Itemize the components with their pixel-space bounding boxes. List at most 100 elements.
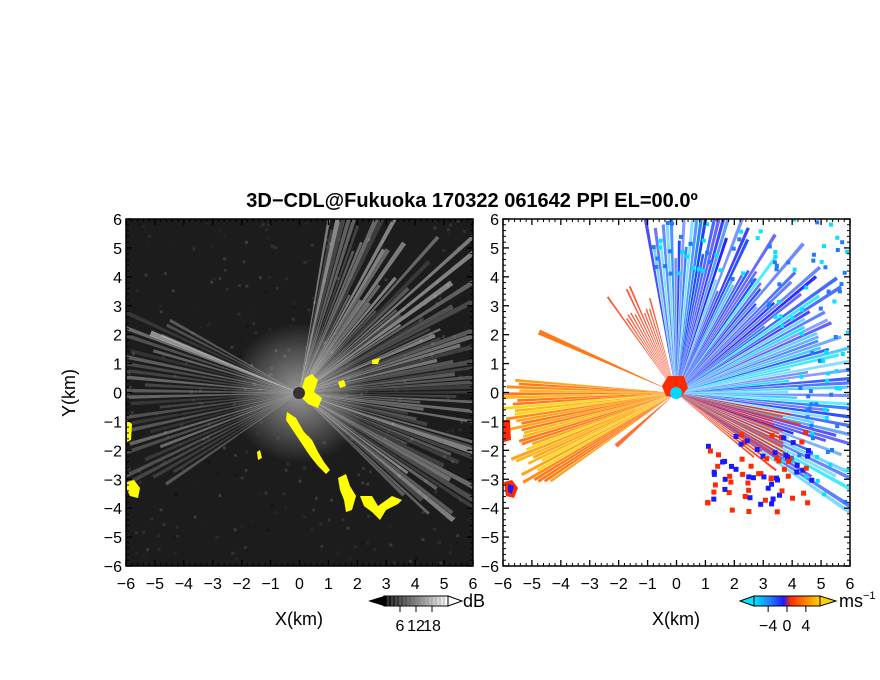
velocity-pixel [721,214,725,218]
noise-pixel [177,336,181,340]
velocity-ray-receding [676,246,688,393]
velocity-ray-receding [676,306,758,393]
velocity-pixel [746,509,752,514]
velocity-ray-receding [676,359,850,393]
noise-pixel [207,420,211,424]
velocity-ray-approaching [645,308,676,393]
velocity-ray-receding [676,294,821,393]
noise-pixel [254,331,258,335]
noise-pixel [423,550,427,554]
velocity-pixel [786,458,792,464]
velocity-ray-receding [676,310,811,393]
noise-pixel [207,422,211,426]
noise-pixel [302,466,306,470]
velocity-pixel [769,501,775,507]
noise-pixel [153,461,157,465]
noise-pixel [174,493,178,497]
highlight-echo [257,450,262,460]
noise-pixel [377,366,381,370]
velocity-pixel [772,450,778,456]
velocity-pixel [818,306,823,311]
velocity-pixel [774,455,780,461]
left-x-tick-label: 5 [440,576,449,593]
velocity-pixel [805,408,810,413]
right-radar-origin [670,387,682,399]
noise-pixel [369,470,373,474]
velocity-ray-receding [676,219,717,393]
noise-pixel [415,556,419,560]
right-y-tick-label: −2 [481,443,499,460]
noise-pixel [386,430,390,434]
noise-pixel [169,240,173,244]
velocity-pixel [733,466,739,472]
velocity-pixel [855,335,859,339]
velocity-pixel [837,289,842,294]
noise-pixel [266,236,270,240]
noise-pixel [389,543,393,547]
noise-pixel [146,244,149,248]
velocity-pixel [781,466,787,472]
velocity-pixel [858,471,862,475]
velocity-pixel [715,463,721,469]
noise-pixel [173,535,177,539]
noise-pixel [404,388,408,392]
noise-pixel [245,240,248,244]
noise-pixel [200,402,204,406]
noise-pixel [160,462,164,466]
noise-pixel [460,441,464,445]
velocity-pixel [821,359,826,363]
noise-pixel [435,240,439,243]
highlight-echo [127,480,140,498]
noise-pixel [235,557,238,561]
velocity-pixel [845,330,850,335]
noise-pixel [406,440,410,444]
noise-pixel [159,304,162,308]
left-x-tick-label: −6 [117,576,135,593]
left-radar-origin [293,387,305,399]
noise-pixel [451,460,455,464]
velocity-ray-receding [676,219,703,393]
noise-pixel [282,492,286,496]
noise-pixel [429,345,433,349]
velocity-pixel [870,356,874,360]
velocity-ray-receding [676,237,728,393]
velocity-pixel [738,432,744,438]
velocity-pixel [747,495,753,501]
noise-pixel [199,325,203,329]
velocity-pixel [765,485,771,491]
noise-pixel [291,317,295,321]
noise-pixel [237,284,241,287]
noise-pixel [382,469,386,473]
velocity-ray-approaching [514,393,676,413]
noise-pixel [161,355,165,358]
velocity-pixel [685,254,690,259]
velocity-pixel [826,289,831,294]
noise-pixel [446,526,450,530]
noise-pixel [159,508,163,512]
noise-pixel [320,544,324,548]
noise-pixel [162,460,166,464]
velocity-pixel [840,240,845,245]
noise-pixel [453,335,456,339]
noise-pixel [226,311,230,315]
velocity-ray-approaching [676,393,784,418]
velocity-ray-receding [676,242,805,393]
noise-pixel [199,388,203,392]
left-xlabel: X(km) [275,609,323,629]
noise-pixel [240,476,244,480]
velocity-pixel [739,229,744,234]
signal-ray [299,375,473,393]
noise-pixel [281,263,285,267]
noise-pixel [377,328,381,332]
noise-pixel [223,387,227,391]
velocity-ray-receding [676,227,750,393]
noise-pixel [181,417,185,421]
noise-pixel [245,284,249,288]
noise-pixel [421,510,425,514]
velocity-pixel [809,423,814,428]
noise-pixel [351,275,354,279]
left-colorbar-arrow-low [368,596,384,606]
noise-pixel [325,496,329,500]
velocity-pixel [875,326,879,330]
